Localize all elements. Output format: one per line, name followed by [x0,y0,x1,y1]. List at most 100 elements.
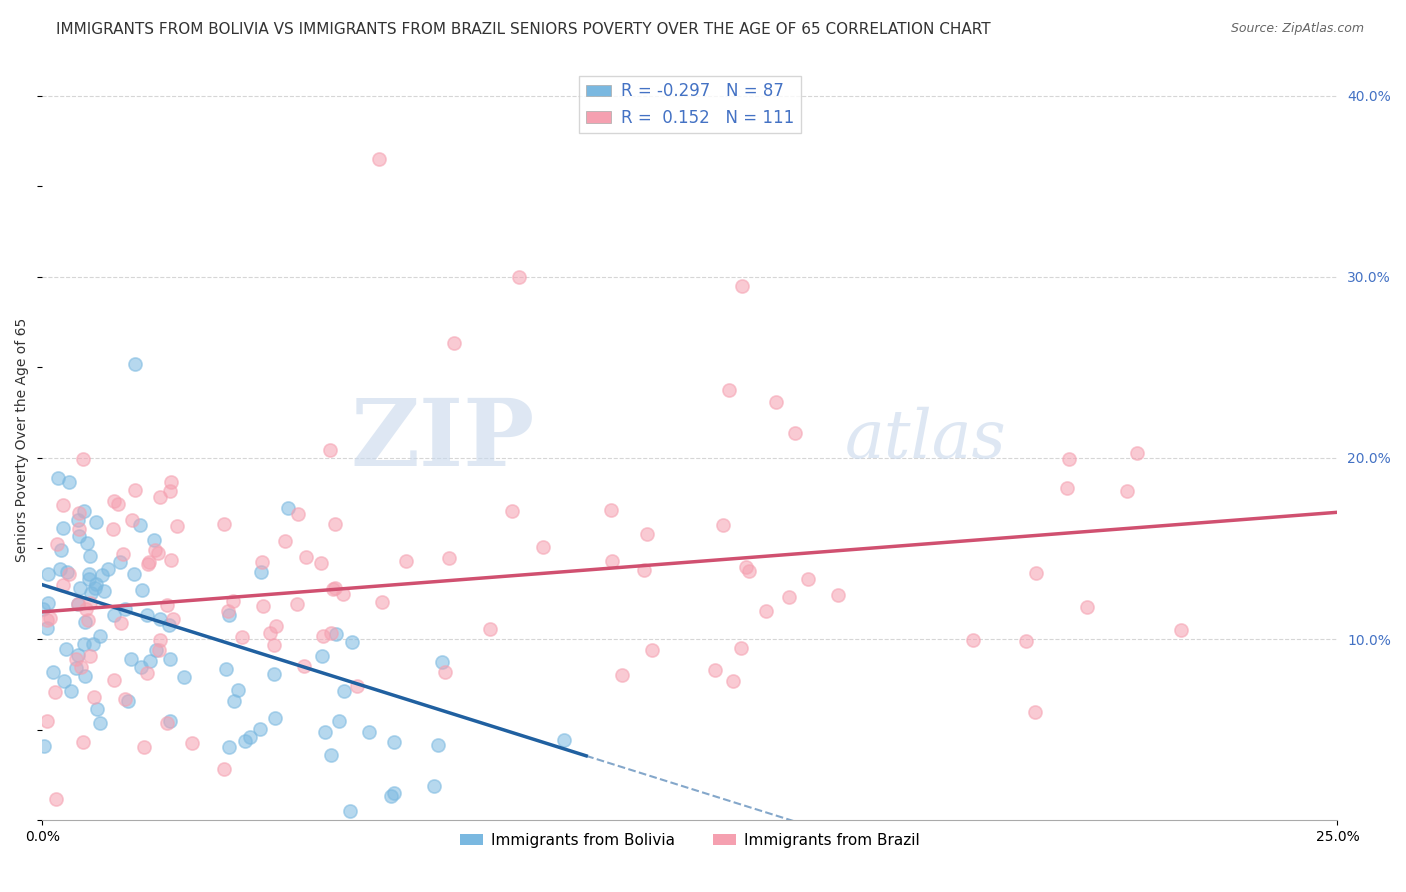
Text: IMMIGRANTS FROM BOLIVIA VS IMMIGRANTS FROM BRAZIL SENIORS POVERTY OVER THE AGE O: IMMIGRANTS FROM BOLIVIA VS IMMIGRANTS FR… [56,22,991,37]
Point [156,599,179,613]
Point [553,732,575,747]
Point [1025,566,1047,580]
Point [437,551,460,566]
Point [67,597,90,611]
Point [332,587,354,601]
Point [221,594,243,608]
Point [67,597,90,611]
Point [124,567,146,582]
Point [217,604,239,618]
Point [132,740,155,755]
Point [101,523,124,537]
Text: ZIP: ZIP [350,395,534,485]
Point [138,556,160,570]
Point [149,632,172,647]
Point [93,584,115,599]
Point [322,582,344,596]
Point [263,638,285,652]
Point [382,786,405,800]
Point [79,648,101,663]
Point [797,572,820,586]
Point [159,483,181,498]
Point [75,615,97,630]
Point [82,637,104,651]
Point [103,607,125,622]
Point [77,613,100,627]
Point [159,714,181,728]
Point [783,425,806,440]
Point [73,504,96,518]
Point [128,517,150,532]
Point [218,607,240,622]
Point [37,613,59,627]
Point [264,711,287,725]
Point [292,659,315,673]
Point [124,357,146,371]
Point [166,519,188,533]
Point [173,670,195,684]
Point [233,734,256,748]
Point [110,616,132,631]
Point [226,682,249,697]
Point [143,543,166,558]
Point [433,665,456,680]
Point [49,562,72,576]
Point [312,629,335,643]
Point [60,683,83,698]
Point [136,666,159,681]
Point [32,739,55,754]
Point [263,667,285,681]
Point [328,714,350,728]
Point [277,500,299,515]
Point [65,651,87,665]
Y-axis label: Seniors Poverty Over the Age of 65: Seniors Poverty Over the Age of 65 [15,318,30,562]
Point [114,602,136,616]
Point [120,652,142,666]
Point [79,549,101,563]
Point [287,507,309,521]
Point [159,475,181,489]
Point [131,583,153,598]
Point [295,549,318,564]
Point [311,649,333,664]
Point [368,152,391,166]
Point [56,565,79,579]
Point [79,596,101,610]
Point [222,694,245,708]
Point [111,547,134,561]
Point [718,384,741,398]
Point [380,789,402,803]
Point [149,490,172,504]
Point [136,608,159,623]
Point [765,395,787,409]
Point [91,567,114,582]
Point [730,641,752,656]
Point [325,626,347,640]
Point [755,604,778,618]
Point [51,521,73,535]
Point [359,725,381,739]
Point [55,642,77,657]
Point [142,533,165,547]
Legend: Immigrants from Bolivia, Immigrants from Brazil: Immigrants from Bolivia, Immigrants from… [454,827,925,855]
Point [89,629,111,643]
Point [110,556,132,570]
Point [37,621,59,635]
Point [610,668,633,682]
Point [636,526,658,541]
Point [145,643,167,657]
Point [730,279,752,293]
Point [89,716,111,731]
Point [430,655,453,669]
Point [382,735,405,749]
Point [319,442,342,457]
Point [252,599,274,614]
Text: Source: ZipAtlas.com: Source: ZipAtlas.com [1230,22,1364,36]
Point [339,804,361,818]
Point [215,663,238,677]
Point [711,518,734,533]
Point [149,612,172,626]
Point [370,595,392,609]
Point [259,626,281,640]
Point [427,738,450,752]
